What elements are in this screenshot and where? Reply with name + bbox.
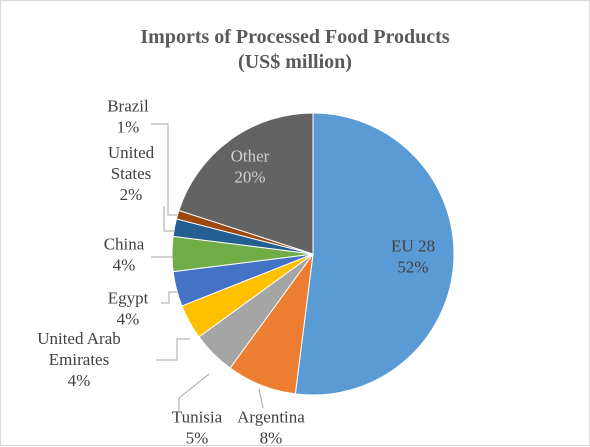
leader-line-tunisia bbox=[179, 374, 209, 411]
leader-line-united-arab-emirates bbox=[156, 339, 190, 360]
leader-line-egypt bbox=[161, 292, 177, 303]
leader-line-united-states bbox=[164, 206, 175, 231]
chart-title: Imports of Processed Food Products bbox=[140, 26, 449, 48]
leader-line-argentina bbox=[259, 389, 263, 408]
chart-subtitle: (US$ million) bbox=[238, 51, 352, 73]
leader-line-brazil bbox=[151, 124, 177, 215]
